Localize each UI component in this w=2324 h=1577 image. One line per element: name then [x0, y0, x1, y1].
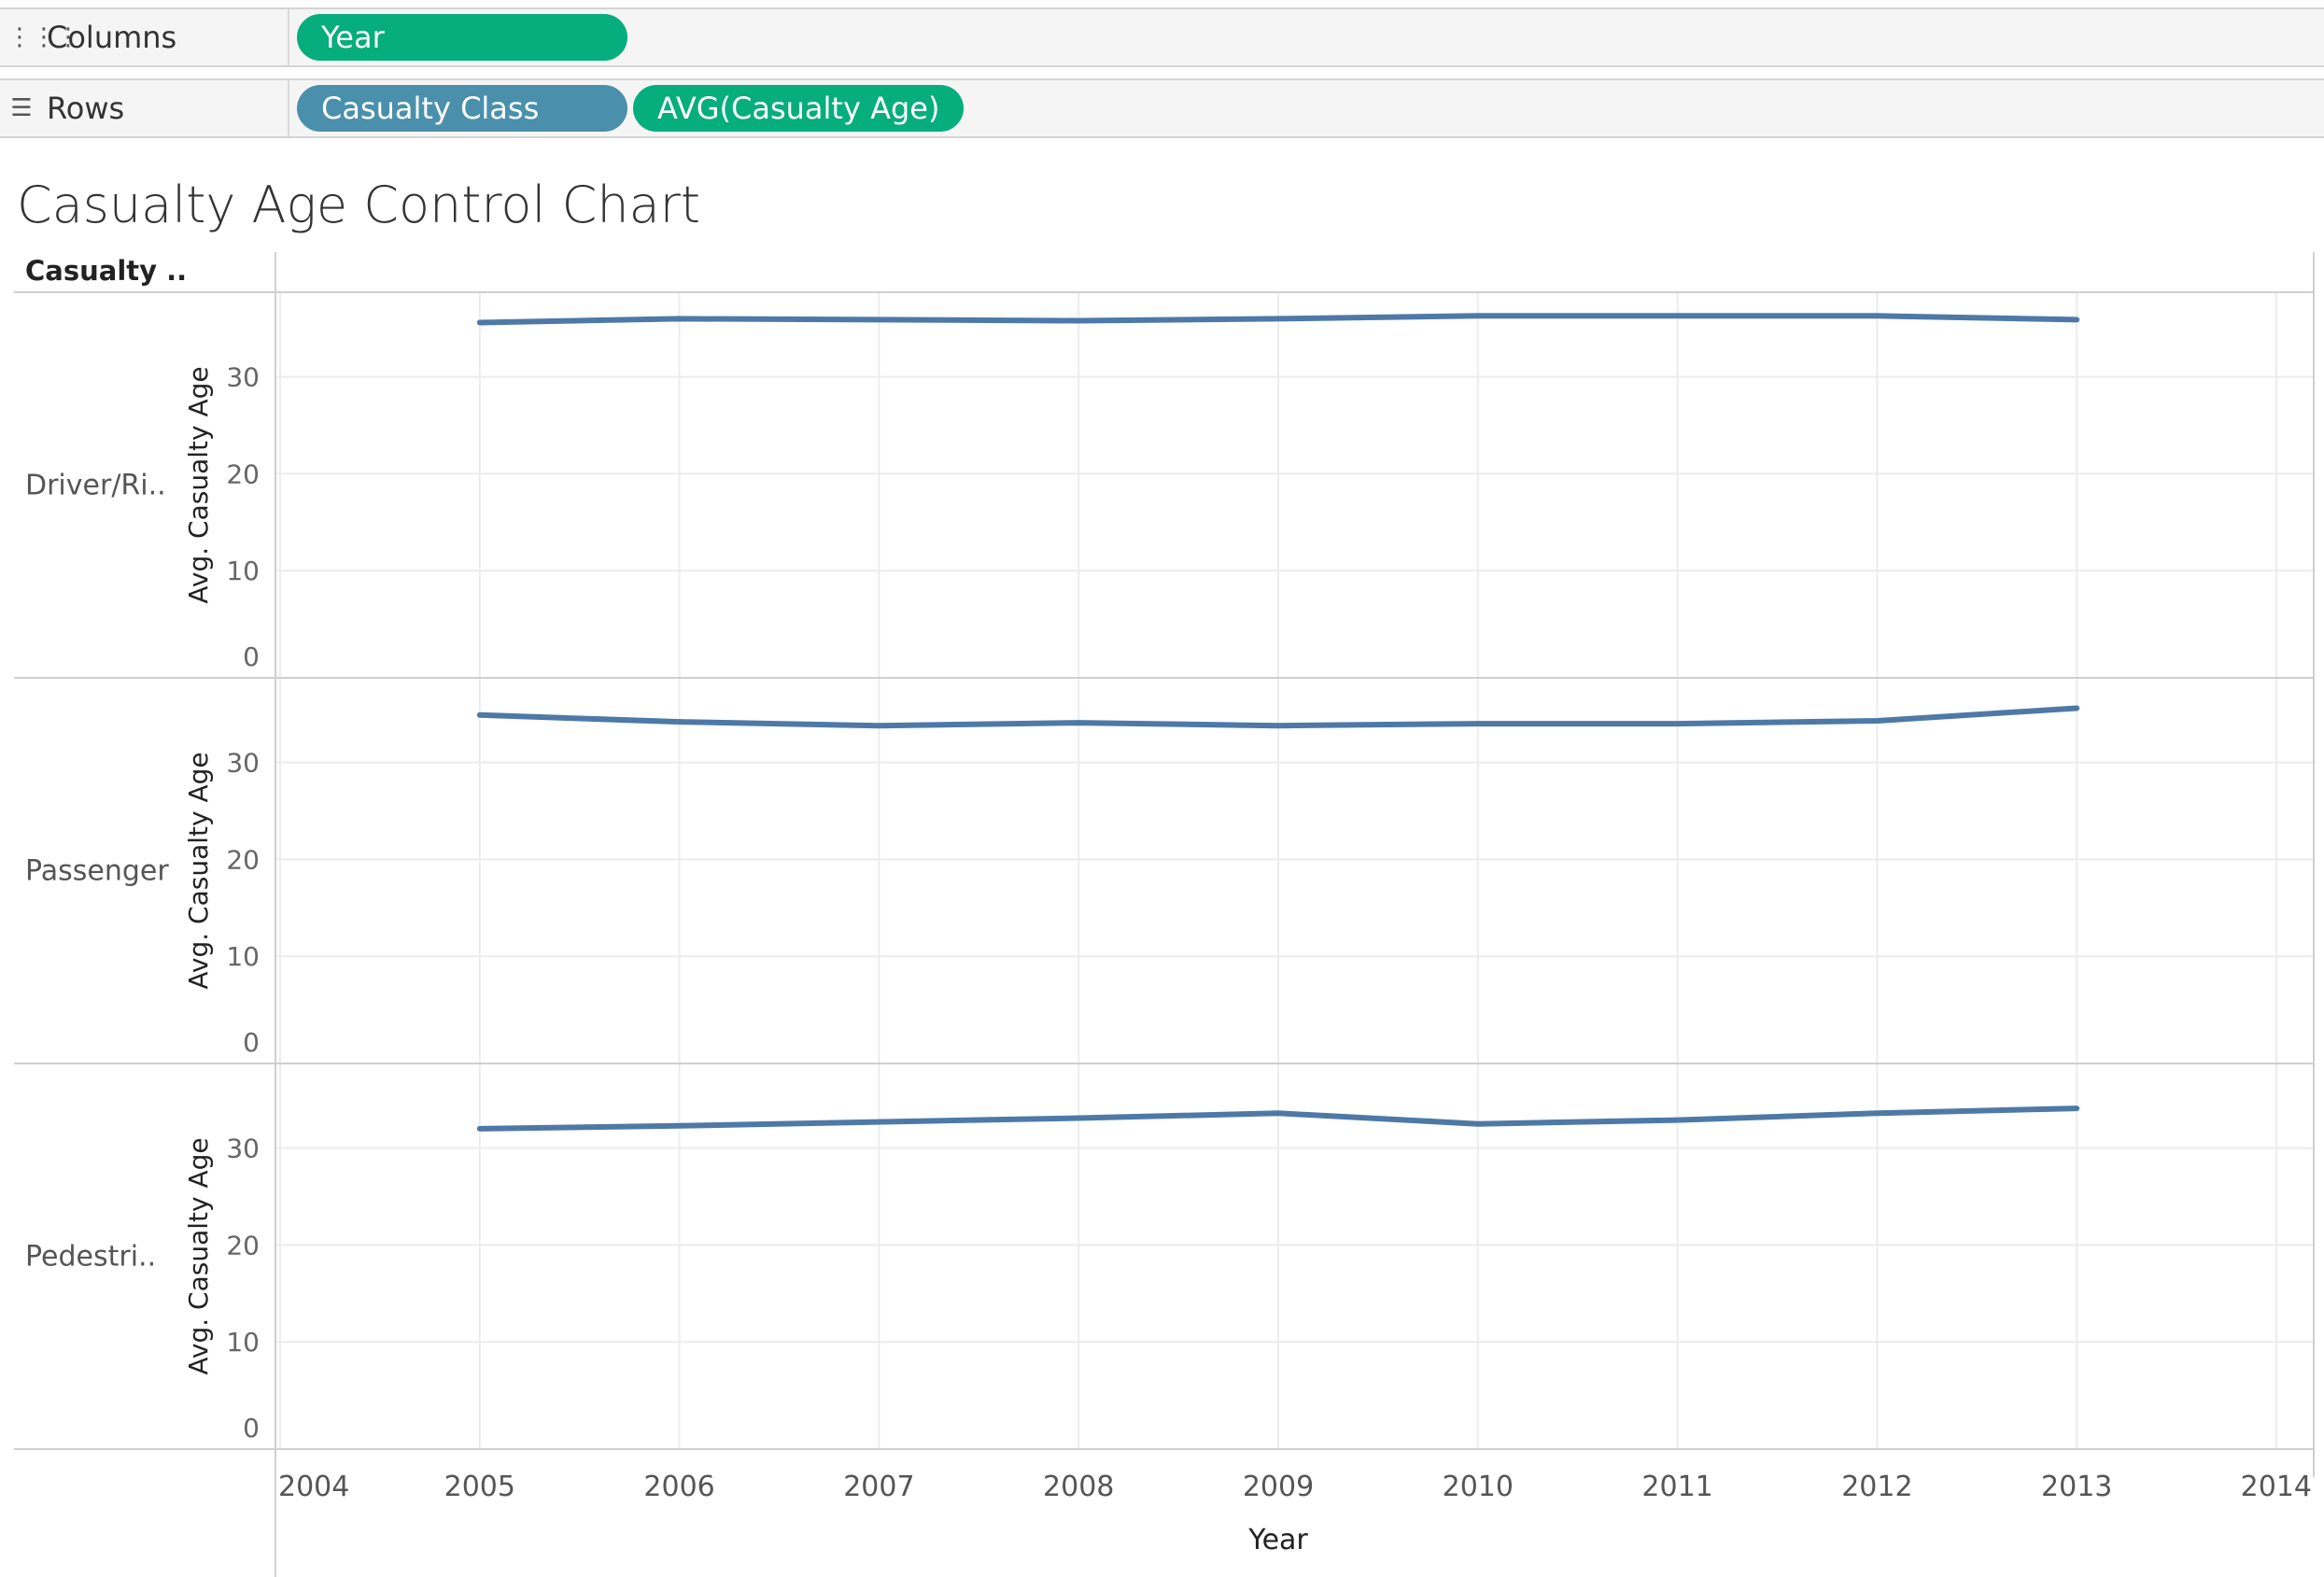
x-tick-label: 2010	[1443, 1471, 1514, 1503]
y-tick-label: 20	[226, 1230, 260, 1260]
row-label: Passenger	[25, 855, 169, 888]
avg-casualty-age-pill[interactable]: AVG(Casualty Age)	[633, 85, 964, 132]
series-line	[476, 1105, 2080, 1132]
x-axis-title: Year	[1247, 1524, 1308, 1556]
rows-label: Rows	[47, 91, 125, 126]
columns-icon: ⋮⋮⋮	[7, 23, 80, 51]
row-label: Pedestri..	[25, 1241, 156, 1274]
x-tick-label: 2005	[444, 1471, 515, 1503]
rows-shelf-label: ☰ Rows	[0, 80, 289, 136]
y-tick-label: 30	[226, 362, 260, 393]
y-axis-title: Avg. Casualty Age	[183, 1137, 214, 1374]
series-line	[476, 313, 2080, 326]
x-tick-label: 2004	[278, 1471, 349, 1503]
y-axis-title: Avg. Casualty Age	[183, 752, 214, 989]
y-tick-label: 0	[243, 641, 260, 672]
x-tick-label: 2011	[1641, 1471, 1712, 1503]
avg-casualty-age-pill-label: AVG(Casualty Age)	[657, 91, 940, 126]
x-tick-label: 2012	[1841, 1471, 1912, 1503]
x-tick-label: 2013	[2041, 1471, 2112, 1503]
casualty-class-pill-label: Casualty Class	[321, 91, 540, 126]
x-tick-label: 2006	[643, 1471, 714, 1503]
row-label: Driver/Ri..	[25, 470, 166, 502]
series-line	[476, 705, 2080, 729]
x-tick-label: 2008	[1043, 1471, 1114, 1503]
y-tick-label: 20	[226, 844, 260, 875]
y-tick-label: 30	[226, 1133, 260, 1164]
x-tick-label: 2007	[843, 1471, 914, 1503]
y-axis-title: Avg. Casualty Age	[183, 366, 214, 603]
casualty-class-pill[interactable]: Casualty Class	[297, 85, 627, 132]
x-tick-label: 2014	[2241, 1471, 2312, 1503]
x-tick-label: 2009	[1243, 1471, 1314, 1503]
y-tick-label: 0	[243, 1027, 260, 1058]
columns-shelf: ⋮⋮⋮ Columns Year	[0, 7, 2324, 67]
row-header: Casualty ..	[25, 255, 187, 287]
columns-label: Columns	[47, 20, 177, 55]
y-tick-label: 0	[243, 1413, 260, 1443]
y-tick-label: 30	[226, 748, 260, 779]
y-tick-label: 20	[226, 458, 260, 489]
rows-icon: ☰	[10, 94, 33, 122]
control-chart: Casualty .. 0 10 20 30 Driver/Ri.. Avg. Casual…	[14, 252, 2315, 1577]
chart-title: Casualty Age Control Chart	[17, 176, 701, 234]
rows-shelf: ☰ Rows Casualty Class AVG(Casualty Age)	[0, 78, 2324, 138]
year-pill-label: Year	[321, 20, 385, 55]
year-pill[interactable]: Year	[297, 14, 627, 61]
y-tick-label: 10	[226, 1327, 260, 1358]
y-tick-label: 10	[226, 556, 260, 586]
columns-shelf-label: ⋮⋮⋮ Columns	[0, 9, 289, 65]
y-tick-label: 10	[226, 941, 260, 972]
